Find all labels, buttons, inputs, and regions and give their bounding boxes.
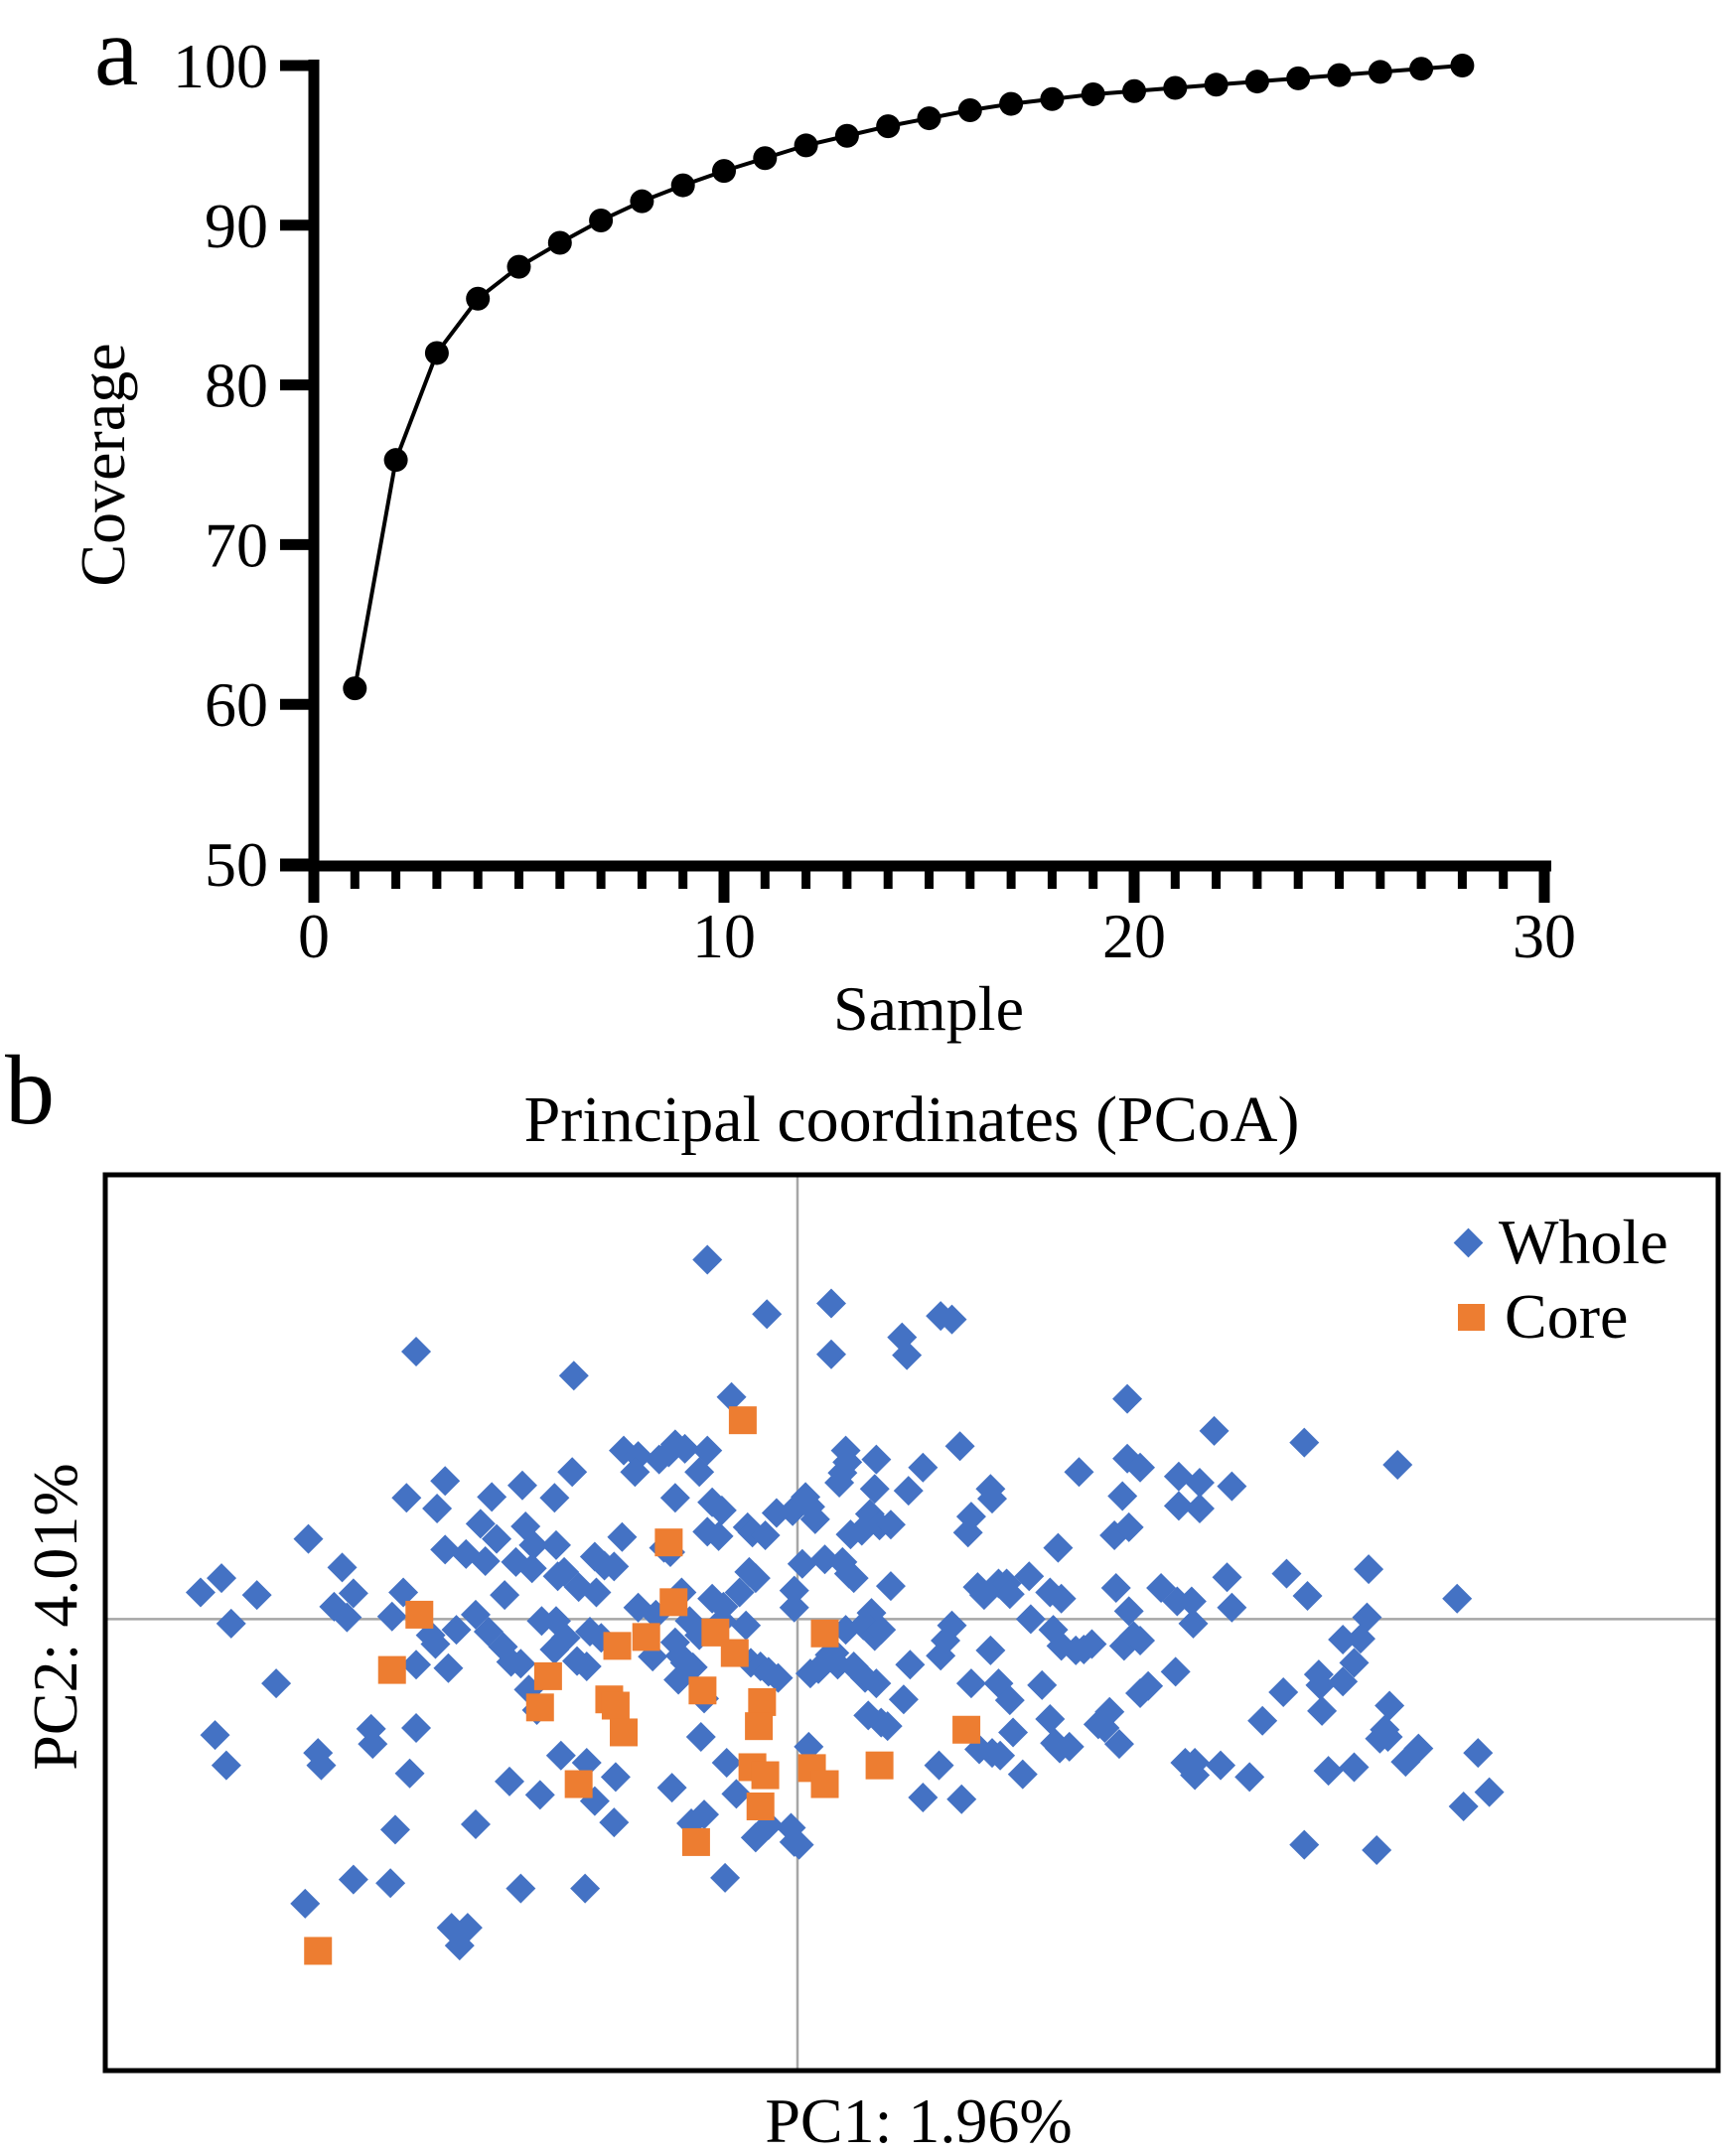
coverage-point: [1163, 75, 1188, 100]
panel-a-plot: 50 60 70 80 90 100 0 10 20 30: [173, 31, 1576, 971]
coverage-point: [466, 286, 491, 311]
svg-text:30: 30: [1513, 901, 1576, 971]
coverage-point: [383, 448, 408, 473]
coverage-point: [1368, 60, 1392, 84]
legend-item-core: Core: [1458, 1285, 1628, 1349]
svg-text:70: 70: [205, 509, 268, 580]
coverage-point: [506, 254, 531, 279]
coverage-point: [957, 98, 982, 123]
svg-text:100: 100: [173, 31, 268, 101]
coverage-point: [999, 91, 1024, 116]
coverage-point: [876, 114, 901, 139]
svg-text:60: 60: [205, 669, 268, 740]
coverage-point: [917, 106, 941, 131]
panel-b-y-axis-label: PC2: 4.01%: [20, 1463, 90, 1771]
coverage-point: [1122, 78, 1146, 103]
svg-text:0: 0: [298, 901, 330, 971]
coverage-point: [1327, 63, 1352, 87]
panel-b-plot: [102, 1172, 1721, 2074]
coverage-point: [1040, 86, 1065, 111]
legend-label-core: Core: [1505, 1281, 1629, 1352]
panel-a-y-axis-label: Coverage: [68, 343, 138, 587]
coverage-point: [343, 676, 367, 701]
legend-item-whole: Whole: [1453, 1207, 1668, 1277]
coverage-point: [712, 159, 736, 184]
coverage-point: [1081, 81, 1105, 106]
coverage-point: [547, 230, 572, 255]
coverage-point: [424, 341, 449, 365]
svg-text:90: 90: [205, 191, 268, 261]
coverage-point: [589, 208, 614, 232]
coverage-point: [834, 123, 859, 148]
panel-a-x-axis-label: Sample: [833, 973, 1024, 1044]
coverage-point: [1286, 66, 1311, 90]
svg-text:10: 10: [692, 901, 756, 971]
coverage-point: [1450, 54, 1475, 77]
panel-b-x-axis-label: PC1: 1.96%: [765, 2085, 1073, 2155]
coverage-point: [1244, 70, 1269, 94]
core-points: [304, 1406, 981, 1965]
coverage-point: [794, 133, 818, 158]
panel-b-label: b: [5, 1035, 55, 1145]
panel-a-label: a: [94, 0, 139, 106]
whole-diamond-icon: [1453, 1227, 1484, 1257]
coverage-point: [670, 173, 695, 198]
whole-points: [185, 1244, 1505, 1961]
svg-text:80: 80: [205, 351, 268, 421]
panel-b-title: Principal coordinates (PCoA): [523, 1083, 1300, 1156]
core-square-icon: [1458, 1303, 1485, 1331]
legend-label-whole: Whole: [1499, 1207, 1668, 1277]
coverage-point: [1409, 57, 1434, 81]
coverage-point: [630, 189, 654, 214]
coverage-point: [1204, 72, 1229, 97]
svg-text:20: 20: [1102, 901, 1166, 971]
coverage-point: [753, 146, 778, 171]
svg-text:50: 50: [205, 829, 268, 900]
